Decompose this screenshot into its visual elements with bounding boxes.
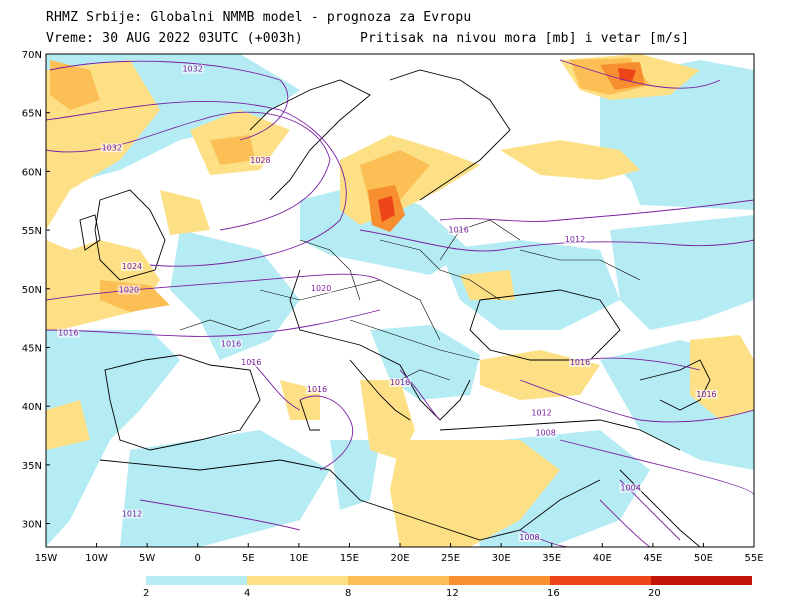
isobar-label: 1016: [307, 385, 327, 394]
country-borders: [179, 219, 641, 381]
isobar-label-bg: [534, 428, 557, 438]
isobar-label: 1016: [390, 378, 410, 387]
longitude-label: 5W: [139, 553, 155, 564]
isobar-label-bg: [310, 284, 333, 294]
latitude-label: 35N: [22, 461, 42, 472]
forecast-time: Vreme: 30 AUG 2022 03UTC (+003h): [46, 31, 303, 46]
colorbar-segment: [449, 576, 550, 585]
isobar-label-bg: [389, 378, 411, 388]
longitude-label: 25E: [441, 553, 460, 564]
colorbar-segment: [550, 576, 651, 585]
isobar-label: 1016: [448, 225, 468, 234]
isobar-label: 1004: [620, 484, 640, 493]
isobar-label-bg: [181, 64, 204, 74]
longitude-label: 5E: [242, 553, 255, 564]
longitude-label: 55E: [744, 553, 763, 564]
colorbar-label: 16: [547, 588, 560, 599]
colorbar-segment: [146, 576, 247, 585]
longitude-label: 15W: [35, 553, 58, 564]
longitude-label: 20E: [390, 553, 409, 564]
isobar-label: 1008: [519, 533, 539, 542]
isobar-label-bg: [518, 532, 541, 542]
colorbar-label: 12: [446, 588, 459, 599]
colorbar-label: 8: [345, 588, 352, 599]
longitude-label: 30E: [492, 553, 511, 564]
longitude-label: 0: [195, 553, 201, 564]
chart-title: RHMZ Srbije: Globalni NMMB model - progn…: [46, 10, 472, 25]
isobar-label: 1012: [531, 409, 551, 418]
isobar-label-bg: [117, 285, 140, 295]
isobar-label-bg: [306, 385, 329, 395]
latitude-label: 40N: [22, 402, 42, 413]
wind-16-20-areas: [378, 68, 636, 222]
isobar-label: 1016: [221, 339, 241, 348]
isobar-label-bg: [695, 389, 718, 399]
latitude-axis: 70N 65N 60N 55N 50N 45N 40N 35N 30N: [22, 50, 50, 531]
isobar-label: 1020: [311, 284, 331, 293]
latitude-label: 30N: [22, 520, 42, 531]
isobar-label: 1032: [102, 143, 122, 152]
field-description: Pritisak na nivou mora [mb] i vetar [m/s…: [360, 31, 690, 46]
coastlines: [79, 69, 711, 547]
isobar-label: 1028: [250, 156, 270, 165]
isobar-label: 1016: [570, 358, 590, 367]
isobar-label-bg: [563, 234, 586, 244]
colorbar-label: 20: [648, 588, 661, 599]
isobar-label: 1032: [182, 65, 202, 74]
isobar-label: 1016: [696, 390, 716, 399]
isobar-label: 1024: [122, 262, 142, 271]
isobar-label: 1012: [122, 509, 142, 518]
isobar-label-bg: [220, 339, 243, 349]
isobars: [46, 59, 754, 547]
isobar-label-bg: [447, 225, 470, 235]
latitude-label: 55N: [22, 226, 42, 237]
latitude-label: 70N: [22, 50, 42, 61]
latitude-label: 50N: [22, 285, 42, 296]
latitude-label: 45N: [22, 343, 42, 354]
isobar-label: 1020: [119, 285, 139, 294]
longitude-axis: 15W 10W 5W 0 5E 10E 15E 20E 25E 30E 35E 40E 45E 50E 55…: [35, 543, 764, 564]
isobar-label-bg: [57, 328, 80, 338]
longitude-label: 45E: [643, 553, 662, 564]
longitude-label: 15E: [340, 553, 359, 564]
colorbar-label: 2: [143, 588, 150, 599]
colorbar-segment: [348, 576, 449, 585]
longitude-label: 10E: [289, 553, 308, 564]
isobar-label-bg: [249, 156, 272, 166]
isobar-label-bg: [530, 408, 553, 418]
colorbar-label: 4: [244, 588, 251, 599]
isobar-label-bg: [569, 358, 592, 368]
longitude-label: 10W: [85, 553, 108, 564]
isobar-label-bg: [120, 509, 143, 519]
isobar-label-bg: [240, 358, 263, 368]
isobar-label: 1016: [241, 358, 261, 367]
isobar-label: 1012: [565, 235, 585, 244]
longitude-label: 50E: [694, 553, 713, 564]
isobar-label-bg: [100, 143, 123, 153]
colorbar-segment: [247, 576, 348, 585]
isobar-labels: 1032 1032 1028 1024 1020 1020 1016 1016 1016 1016…: [57, 64, 718, 542]
isobar-label: 1008: [535, 428, 555, 437]
longitude-label: 40E: [593, 553, 612, 564]
latitude-label: 65N: [22, 109, 42, 120]
isobar-label-bg: [120, 261, 143, 271]
isobar-label: 1016: [58, 329, 78, 338]
latitude-label: 60N: [22, 167, 42, 178]
longitude-label: 35E: [542, 553, 561, 564]
colorbar-segment: [651, 576, 752, 585]
isobar-label-bg: [619, 483, 642, 493]
